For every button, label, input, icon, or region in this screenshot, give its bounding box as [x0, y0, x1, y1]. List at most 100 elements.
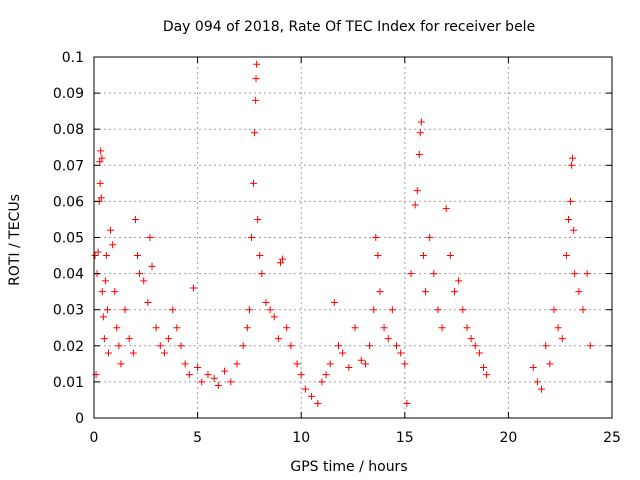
data-point	[254, 215, 262, 223]
data-point	[185, 371, 193, 379]
data-point	[194, 363, 202, 371]
data-point	[345, 363, 353, 371]
data-point	[97, 147, 105, 155]
data-point	[301, 385, 309, 393]
data-point	[160, 349, 168, 357]
data-point	[339, 349, 347, 357]
data-point	[243, 324, 251, 332]
data-point	[252, 96, 260, 104]
data-point	[109, 241, 117, 249]
data-point	[471, 342, 479, 350]
data-point	[372, 234, 380, 241]
y-tick-label: 0.06	[53, 194, 84, 210]
data-point	[256, 252, 264, 260]
y-tick-label: 0.04	[53, 267, 84, 283]
y-tick-label: 0	[75, 411, 84, 427]
data-point	[173, 324, 181, 332]
data-point	[393, 342, 401, 350]
data-point	[189, 284, 197, 292]
data-point	[546, 360, 554, 368]
data-point	[571, 270, 579, 278]
data-point	[96, 158, 104, 166]
data-point	[105, 349, 113, 357]
data-point	[438, 324, 446, 332]
data-point	[97, 194, 105, 202]
data-point	[397, 349, 405, 357]
data-point	[250, 179, 258, 187]
y-tick-label: 0.1	[62, 50, 84, 66]
y-axis-label: ROTI / TECUs	[7, 194, 23, 286]
data-point	[274, 335, 282, 343]
data-point	[140, 277, 148, 285]
y-tick-label: 0.03	[53, 303, 84, 319]
x-tick-label: 20	[499, 430, 517, 446]
data-point	[455, 277, 463, 285]
data-point	[475, 349, 483, 357]
data-point	[227, 378, 235, 386]
data-point	[403, 400, 411, 408]
data-point	[258, 270, 266, 278]
y-tick-label: 0.02	[53, 339, 84, 355]
data-point	[330, 298, 338, 306]
x-tick-label: 5	[193, 430, 202, 446]
data-point	[562, 252, 570, 260]
data-point	[413, 187, 421, 195]
chart-title: Day 094 of 2018, Rate Of TEC Index for r…	[163, 19, 535, 35]
data-point	[107, 226, 115, 234]
data-point	[419, 252, 427, 260]
y-tick-label: 0.08	[53, 122, 84, 138]
data-point	[451, 288, 459, 296]
data-point	[253, 60, 261, 68]
data-point	[177, 342, 185, 350]
y-tick-label: 0.07	[53, 158, 84, 174]
y-tick-label: 0.05	[53, 231, 84, 247]
data-point	[251, 129, 259, 137]
x-tick-label: 25	[603, 430, 621, 446]
data-point	[96, 179, 104, 187]
data-point	[554, 324, 562, 332]
data-point	[233, 360, 241, 368]
data-point	[467, 335, 475, 343]
data-point	[376, 288, 384, 296]
data-point	[204, 371, 212, 379]
data-point	[146, 234, 154, 241]
data-point	[293, 360, 301, 368]
x-tick-label: 15	[396, 430, 414, 446]
y-tick-label: 0.09	[53, 86, 84, 102]
data-point	[366, 342, 374, 350]
data-point	[221, 367, 229, 375]
data-point	[401, 360, 409, 368]
data-point	[210, 374, 218, 382]
data-point	[287, 342, 295, 350]
data-point	[279, 255, 287, 263]
data-point	[169, 306, 177, 314]
data-point	[570, 226, 578, 234]
x-tick-label: 0	[90, 430, 99, 446]
data-point	[252, 75, 260, 83]
data-point	[129, 349, 137, 357]
data-point	[134, 252, 142, 260]
data-point	[102, 252, 110, 260]
data-point	[276, 259, 284, 267]
data-point	[100, 335, 108, 343]
data-point	[148, 262, 156, 270]
data-point	[266, 306, 274, 314]
data-point	[384, 335, 392, 343]
data-point	[434, 306, 442, 314]
x-axis-label: GPS time / hours	[290, 459, 407, 475]
data-point	[308, 392, 316, 400]
data-point	[198, 378, 206, 386]
data-point	[239, 342, 247, 350]
data-point	[156, 342, 164, 350]
data-point	[136, 270, 144, 278]
data-point	[483, 371, 491, 379]
data-point	[538, 385, 546, 393]
data-point	[318, 378, 326, 386]
data-point	[422, 288, 430, 296]
data-point	[558, 335, 566, 343]
data-point	[459, 306, 467, 314]
data-point	[326, 360, 334, 368]
data-point	[322, 371, 330, 379]
